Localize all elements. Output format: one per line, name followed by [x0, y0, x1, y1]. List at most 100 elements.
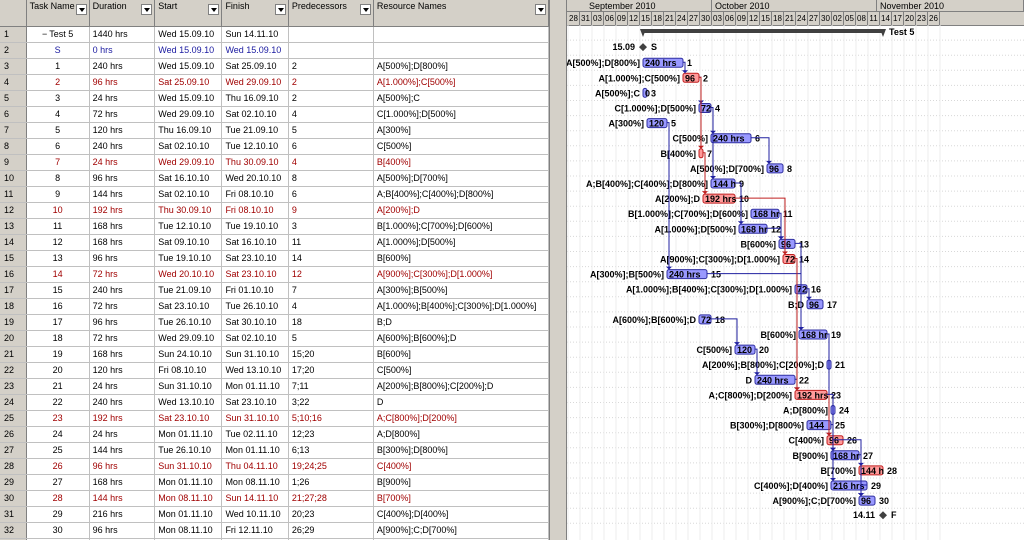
cell-pred[interactable]: 6	[288, 138, 374, 155]
row-number[interactable]: 2	[0, 42, 27, 59]
cell-finish[interactable]: Sat 23.10.10	[221, 394, 289, 411]
filter-dropdown-icon[interactable]	[75, 4, 87, 15]
cell-finish[interactable]: Sat 30.10.10	[221, 314, 289, 331]
cell-pred[interactable]: 1;26	[288, 474, 374, 491]
cell-start[interactable]: Wed 29.09.10	[154, 330, 223, 347]
cell-pred[interactable]: 17;20	[288, 362, 374, 379]
row-number[interactable]: 4	[0, 74, 27, 91]
cell-finish[interactable]: Wed 20.10.10	[221, 170, 289, 187]
cell-start[interactable]: Tue 26.10.10	[154, 442, 223, 459]
cell-start[interactable]: Sun 31.10.10	[154, 458, 223, 475]
cell-dur[interactable]: 240 hrs	[89, 138, 156, 155]
cell-res[interactable]: A;C[800%];D[200%]	[373, 410, 549, 427]
cell-res[interactable]: A[300%];B[500%]	[373, 282, 549, 299]
cell-start[interactable]: Sat 23.10.10	[154, 410, 223, 427]
cell-pred[interactable]: 2	[288, 90, 374, 107]
cell-pred[interactable]: 2	[288, 74, 374, 91]
cell-finish[interactable]: Sat 02.10.10	[221, 106, 289, 123]
table-row[interactable]: 18 16 72 hrs Sat 23.10.10 Tue 26.10.10 4 A[1.0…	[0, 298, 549, 315]
column-header-predecessors[interactable]: Predecessors	[288, 0, 374, 27]
table-row[interactable]: 20 18 72 hrs Wed 29.09.10 Sat 02.10.10 5 A[600…	[0, 330, 549, 347]
cell-start[interactable]: Sat 16.10.10	[154, 170, 223, 187]
table-row[interactable]: 16 14 72 hrs Wed 20.10.10 Sat 23.10.10 12 A[90…	[0, 266, 549, 283]
row-number[interactable]: 15	[0, 250, 27, 267]
cell-dur[interactable]: 216 hrs	[89, 506, 156, 523]
cell-pred[interactable]: 15;20	[288, 346, 374, 363]
cell-start[interactable]: Wed 15.09.10	[154, 90, 223, 107]
table-row[interactable]: 31 29 216 hrs Mon 01.11.10 Wed 10.11.10 20;23…	[0, 506, 549, 523]
table-row[interactable]: 25 23 192 hrs Sat 23.10.10 Sun 31.10.10 5;10;…	[0, 410, 549, 427]
table-row[interactable]: 21 19 168 hrs Sun 24.10.10 Sun 31.10.10 15;20…	[0, 346, 549, 363]
cell-res[interactable]: C[400%];D[400%]	[373, 506, 549, 523]
cell-pred[interactable]: 4	[288, 154, 374, 171]
cell-finish[interactable]: Sat 02.10.10	[221, 330, 289, 347]
cell-id[interactable]: 10	[26, 202, 90, 219]
cell-start[interactable]: Sun 24.10.10	[154, 346, 223, 363]
cell-id[interactable]: 6	[26, 138, 90, 155]
cell-pred[interactable]: 4	[288, 298, 374, 315]
row-number[interactable]: 10	[0, 170, 27, 187]
cell-res[interactable]: B[900%]	[373, 474, 549, 491]
cell-start[interactable]: Wed 29.09.10	[154, 106, 223, 123]
cell-res[interactable]: A[1.000%];C[500%]	[373, 74, 549, 91]
row-number[interactable]: 31	[0, 506, 27, 523]
cell-finish[interactable]: Wed 13.10.10	[221, 362, 289, 379]
cell-id[interactable]: 26	[26, 458, 90, 475]
cell-start[interactable]: Sat 02.10.10	[154, 186, 223, 203]
cell-res[interactable]	[373, 26, 549, 43]
row-number[interactable]: 11	[0, 186, 27, 203]
cell-start[interactable]: Mon 01.11.10	[154, 506, 223, 523]
table-row[interactable]: 11 9 144 hrs Sat 02.10.10 Fri 08.10.10 6 A;B[4…	[0, 186, 549, 203]
cell-dur[interactable]: 72 hrs	[89, 266, 156, 283]
cell-res[interactable]: B[700%]	[373, 490, 549, 507]
cell-dur[interactable]: 24 hrs	[89, 90, 156, 107]
cell-id[interactable]: 7	[26, 154, 90, 171]
cell-dur[interactable]: 192 hrs	[89, 202, 156, 219]
cell-id[interactable]: 20	[26, 362, 90, 379]
row-number[interactable]: 22	[0, 362, 27, 379]
cell-start[interactable]: Tue 26.10.10	[154, 314, 223, 331]
cell-id[interactable]: 16	[26, 298, 90, 315]
cell-dur[interactable]: 120 hrs	[89, 362, 156, 379]
filter-dropdown-icon[interactable]	[208, 4, 220, 15]
cell-dur[interactable]: 144 hrs	[89, 186, 156, 203]
cell-pred[interactable]: 6;13	[288, 442, 374, 459]
cell-finish[interactable]: Sat 16.10.10	[221, 234, 289, 251]
table-row[interactable]: 29 27 168 hrs Mon 01.11.10 Mon 08.11.10 1;26 B…	[0, 474, 549, 491]
cell-id[interactable]: 12	[26, 234, 90, 251]
cell-finish[interactable]: Thu 30.09.10	[221, 154, 289, 171]
cell-finish[interactable]: Mon 01.11.10	[221, 442, 289, 459]
cell-pred[interactable]: 3;22	[288, 394, 374, 411]
cell-start[interactable]: Thu 16.09.10	[154, 122, 223, 139]
cell-id[interactable]: 29	[26, 506, 90, 523]
gantt-bar[interactable]	[766, 163, 784, 174]
cell-pred[interactable]: 3	[288, 218, 374, 235]
cell-start[interactable]: Tue 19.10.10	[154, 250, 223, 267]
cell-finish[interactable]: Fri 12.11.10	[221, 522, 289, 539]
cell-start[interactable]: Sun 14.11.10	[154, 538, 223, 540]
table-row[interactable]: 26 24 24 hrs Mon 01.11.10 Tue 02.11.10 12;23 A…	[0, 426, 549, 443]
row-number[interactable]: 27	[0, 442, 27, 459]
table-row[interactable]: 12 10 192 hrs Thu 30.09.10 Fri 08.10.10 9 A[20…	[0, 202, 549, 219]
row-number[interactable]: 17	[0, 282, 27, 299]
cell-id[interactable]: 18	[26, 330, 90, 347]
table-row[interactable]: 17 15 240 hrs Tue 21.09.10 Fri 01.10.10 7 A[30…	[0, 282, 549, 299]
cell-pred[interactable]: 7;11	[288, 378, 374, 395]
table-row[interactable]: 27 25 144 hrs Tue 26.10.10 Mon 01.11.10 6;13 B…	[0, 442, 549, 459]
cell-res[interactable]: A;B[400%];C[400%];D[800%]	[373, 186, 549, 203]
cell-dur[interactable]: 96 hrs	[89, 522, 156, 539]
cell-res[interactable]: A[900%];C;D[700%]	[373, 522, 549, 539]
cell-pred[interactable]: 6	[288, 186, 374, 203]
table-row[interactable]: 5 3 24 hrs Wed 15.09.10 Thu 16.09.10 2 A[500%]…	[0, 90, 549, 107]
table-row[interactable]: 9 7 24 hrs Wed 29.09.10 Thu 30.09.10 4 B[400%]	[0, 154, 549, 171]
cell-res[interactable]: A;D[800%]	[373, 426, 549, 443]
table-row[interactable]: 4 2 96 hrs Sat 25.09.10 Wed 29.09.10 2 A[1.000…	[0, 74, 549, 91]
cell-pred[interactable]: 11	[288, 234, 374, 251]
cell-id[interactable]: 30	[26, 522, 90, 539]
cell-res[interactable]: A[900%];C[300%];D[1.000%]	[373, 266, 549, 283]
cell-res[interactable]: D	[373, 394, 549, 411]
cell-res[interactable]: A[1.000%];B[400%];C[300%];D[1.000%]	[373, 298, 549, 315]
cell-finish[interactable]: Sun 14.11.10	[221, 26, 289, 43]
cell-pred[interactable]	[288, 42, 374, 59]
